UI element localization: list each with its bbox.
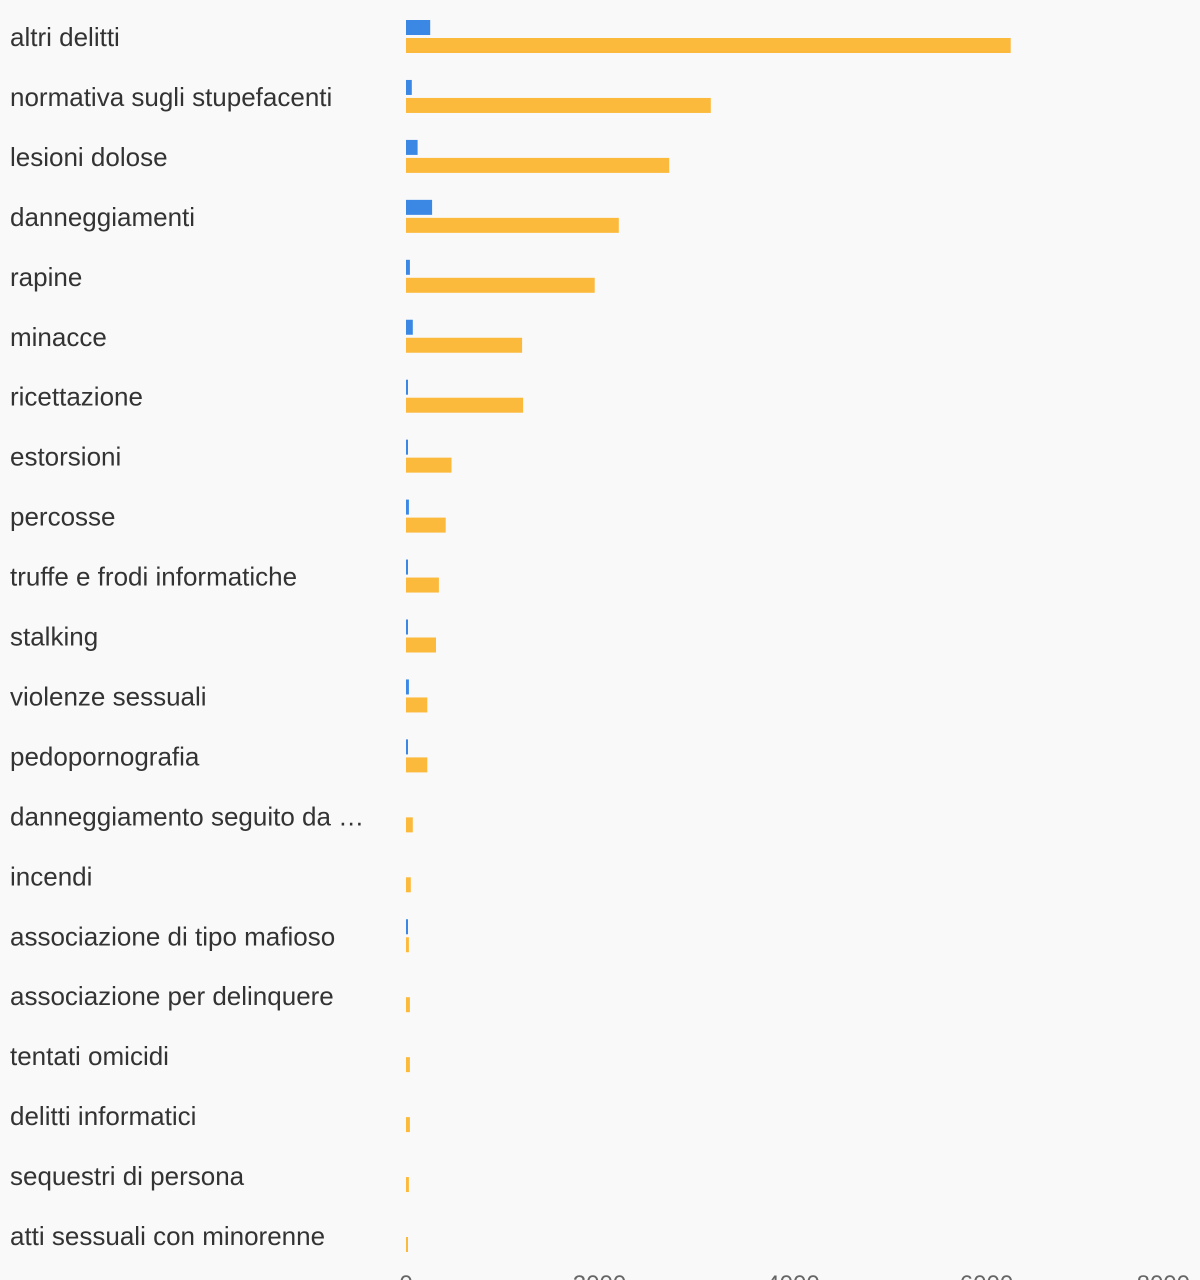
category-label: percosse [10,502,116,532]
x-tick-label: 8000 [1137,1271,1190,1280]
category-label: violenze sessuali [10,681,207,711]
bar-series-1 [406,739,408,755]
category-label: danneggiamenti [10,202,195,232]
category-label: tentati omicidi [10,1041,169,1071]
category-label: associazione di tipo mafioso [10,921,335,951]
category-label: delitti informatici [10,1101,196,1131]
bar-series-2 [406,38,1011,53]
bar-series-2 [406,337,523,353]
bar-series-1 [406,559,408,575]
category-label: atti sessuali con minorenne [10,1221,325,1251]
bar-series-1 [406,379,408,395]
category-label: normativa sugli stupefacenti [10,82,332,112]
bar-series-1 [406,919,408,935]
bar-series-1 [406,619,408,635]
category-label: associazione per delinquere [10,981,334,1011]
x-axis-ticks: 0 2000 4000 6000 8000 [399,1271,1190,1280]
category-label: rapine [10,262,82,292]
bar-series-2 [406,397,524,413]
category-label: ricettazione [10,382,143,412]
category-labels: altri delitti normativa sugli stupefacent… [10,22,364,1251]
category-label: estorsioni [10,442,121,472]
category-label: sequestri di persona [10,1161,245,1191]
bar-series-2 [406,1177,409,1193]
bar-series-1 [406,679,409,695]
bar-series-2 [406,637,436,653]
bar-series-2 [406,1057,410,1073]
category-label: altri delitti [10,22,120,52]
bar-series-2 [406,277,595,293]
bar-series-2 [406,817,413,833]
x-tick-label: 6000 [960,1271,1013,1280]
bar-series-2 [406,877,411,893]
x-tick-label: 4000 [766,1271,819,1280]
x-tick-label: 0 [399,1271,412,1280]
bar-series-1 [406,79,412,95]
bar-series-2 [406,457,452,473]
bar-series-1 [406,499,409,515]
x-tick-label: 2000 [573,1271,626,1280]
bar-series-1 [406,199,433,215]
bar-series-2 [406,937,409,953]
bar-series-2 [406,157,670,173]
bars [406,20,1011,1252]
category-label: lesioni dolose [10,142,168,172]
category-label: stalking [10,622,98,652]
bar-series-2 [406,1237,408,1252]
bar-series-1 [406,439,408,455]
bar-series-2 [406,577,439,593]
bar-series-2 [406,697,428,713]
bar-series-1 [406,139,418,155]
bar-series-2 [406,757,428,773]
bar-series-2 [406,517,446,533]
bar-series-2 [406,217,619,233]
bar-series-1 [406,319,413,335]
bar-series-1 [406,259,410,275]
category-label: danneggiamento seguito da … [10,801,364,831]
bar-series-2 [406,997,410,1013]
bar-series-2 [406,97,711,113]
category-label: truffe e frodi informatiche [10,562,297,592]
bar-series-2 [406,1117,410,1133]
category-label: incendi [10,861,92,891]
category-label: minacce [10,322,107,352]
category-label: pedopornografia [10,741,200,771]
bar-series-1 [406,20,431,35]
